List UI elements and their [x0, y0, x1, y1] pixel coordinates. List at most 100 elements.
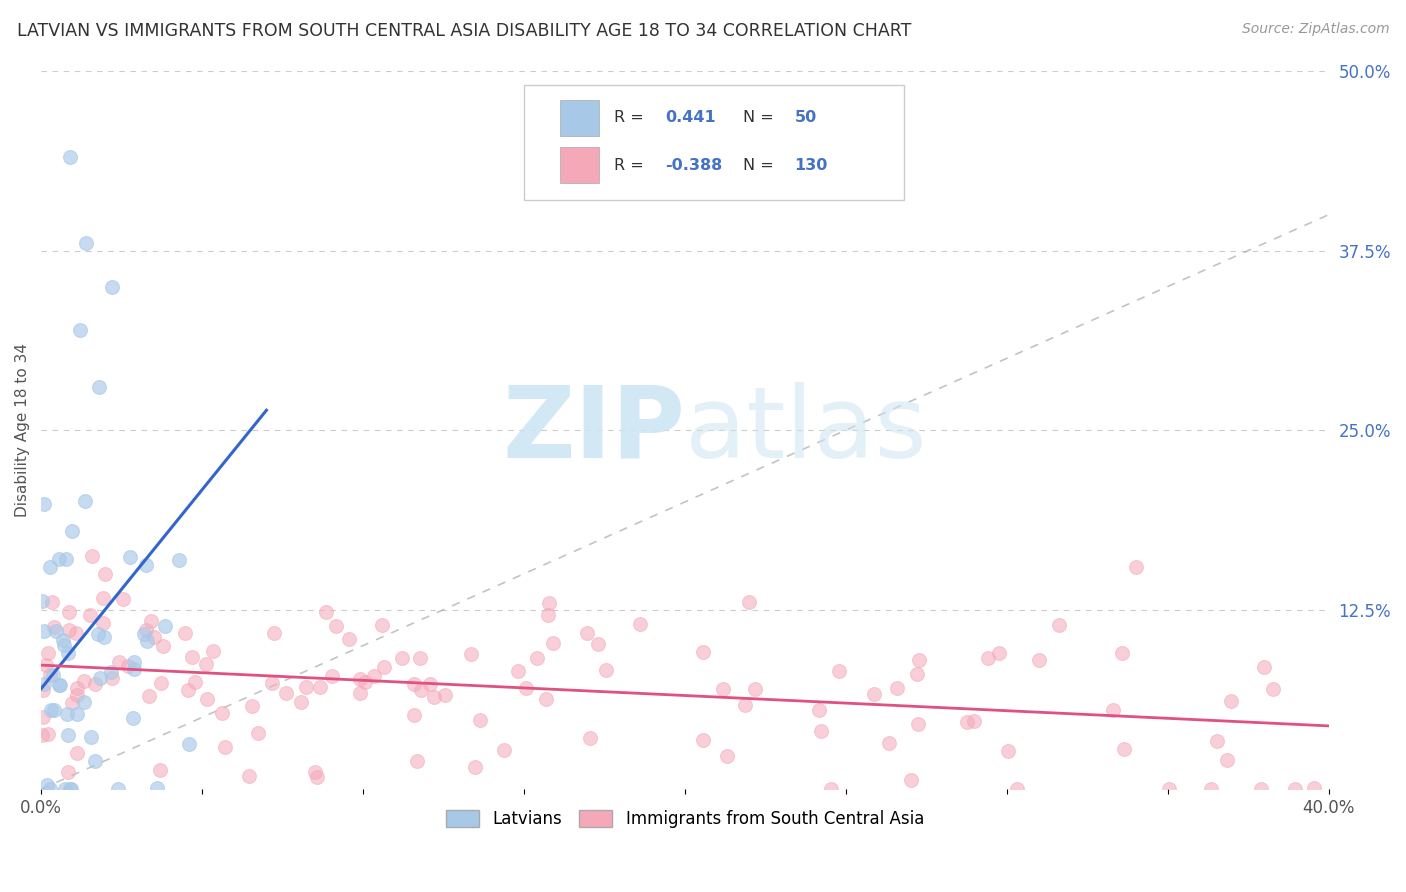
Point: [80, 549, 103, 563]
Point: [91, 591, 114, 605]
Point: [468, 713, 491, 727]
Point: [56, 706, 79, 721]
Point: [307, 770, 329, 784]
Text: 50: 50: [794, 111, 817, 126]
Point: [83, 676, 105, 690]
Point: [93, 630, 115, 644]
Point: [738, 595, 761, 609]
Point: [59, 782, 82, 797]
Point: [956, 714, 979, 729]
Point: [595, 663, 617, 677]
Text: atlas: atlas: [685, 382, 927, 479]
Point: [1261, 681, 1284, 696]
Point: [827, 664, 849, 678]
Point: [52, 632, 75, 647]
Point: [173, 625, 195, 640]
Point: [1157, 782, 1180, 797]
Text: N =: N =: [742, 111, 779, 126]
Point: [1114, 742, 1136, 756]
Text: 130: 130: [794, 158, 828, 173]
Point: [59, 782, 82, 797]
Point: [135, 558, 157, 573]
Point: [48, 678, 70, 692]
Point: [290, 695, 312, 709]
Point: [214, 740, 236, 755]
Y-axis label: Disability Age 18 to 34: Disability Age 18 to 34: [15, 343, 30, 517]
Point: [423, 690, 446, 705]
Point: [411, 683, 433, 698]
Point: [211, 706, 233, 720]
Text: R =: R =: [614, 158, 650, 173]
Point: [460, 648, 482, 662]
Point: [1303, 781, 1326, 796]
Point: [100, 672, 122, 686]
Point: [434, 688, 457, 702]
Point: [464, 760, 486, 774]
Point: [31, 710, 53, 724]
Point: [42, 668, 65, 682]
Text: N =: N =: [742, 158, 779, 173]
Point: [900, 773, 922, 788]
Text: -0.388: -0.388: [665, 158, 723, 173]
Point: [402, 677, 425, 691]
Point: [1102, 703, 1125, 717]
Point: [56, 728, 79, 742]
Point: [337, 632, 360, 646]
Point: [370, 618, 392, 632]
Text: Source: ZipAtlas.com: Source: ZipAtlas.com: [1241, 22, 1389, 37]
Point: [149, 763, 172, 777]
Point: [534, 692, 557, 706]
Point: [177, 683, 200, 698]
Point: [195, 657, 218, 672]
Text: ZIP: ZIP: [502, 382, 685, 479]
Point: [112, 592, 135, 607]
Point: [122, 655, 145, 669]
Point: [45, 624, 67, 638]
Point: [294, 680, 316, 694]
Point: [122, 711, 145, 725]
Point: [39, 703, 62, 717]
Point: [120, 549, 142, 564]
Point: [711, 682, 734, 697]
Point: [146, 780, 169, 795]
FancyBboxPatch shape: [560, 147, 599, 183]
Point: [59, 150, 82, 164]
Point: [155, 619, 177, 633]
Point: [66, 681, 89, 695]
Point: [139, 614, 162, 628]
Point: [73, 494, 96, 508]
Point: [354, 675, 377, 690]
Point: [65, 706, 87, 721]
Point: [1111, 646, 1133, 660]
Text: R =: R =: [614, 111, 650, 126]
Point: [1028, 653, 1050, 667]
Point: [1007, 782, 1029, 797]
Point: [180, 649, 202, 664]
Point: [39, 667, 62, 681]
Point: [73, 695, 96, 709]
Point: [35, 778, 58, 792]
Point: [69, 323, 91, 337]
Point: [515, 681, 537, 695]
Point: [75, 236, 97, 251]
Point: [32, 677, 55, 691]
Point: [66, 688, 89, 702]
Point: [862, 687, 884, 701]
Point: [65, 625, 87, 640]
Point: [31, 728, 53, 742]
Point: [508, 664, 530, 678]
Point: [537, 607, 560, 622]
Point: [48, 552, 70, 566]
Point: [55, 552, 77, 566]
Point: [32, 683, 55, 698]
Point: [1220, 694, 1243, 708]
Point: [263, 626, 285, 640]
Point: [579, 731, 602, 745]
Point: [692, 645, 714, 659]
Point: [197, 691, 219, 706]
Point: [419, 677, 441, 691]
Point: [325, 619, 347, 633]
Point: [1284, 782, 1306, 797]
Point: [405, 754, 427, 768]
Text: LATVIAN VS IMMIGRANTS FROM SOUTH CENTRAL ASIA DISABILITY AGE 18 TO 34 CORRELATIO: LATVIAN VS IMMIGRANTS FROM SOUTH CENTRAL…: [17, 22, 911, 40]
